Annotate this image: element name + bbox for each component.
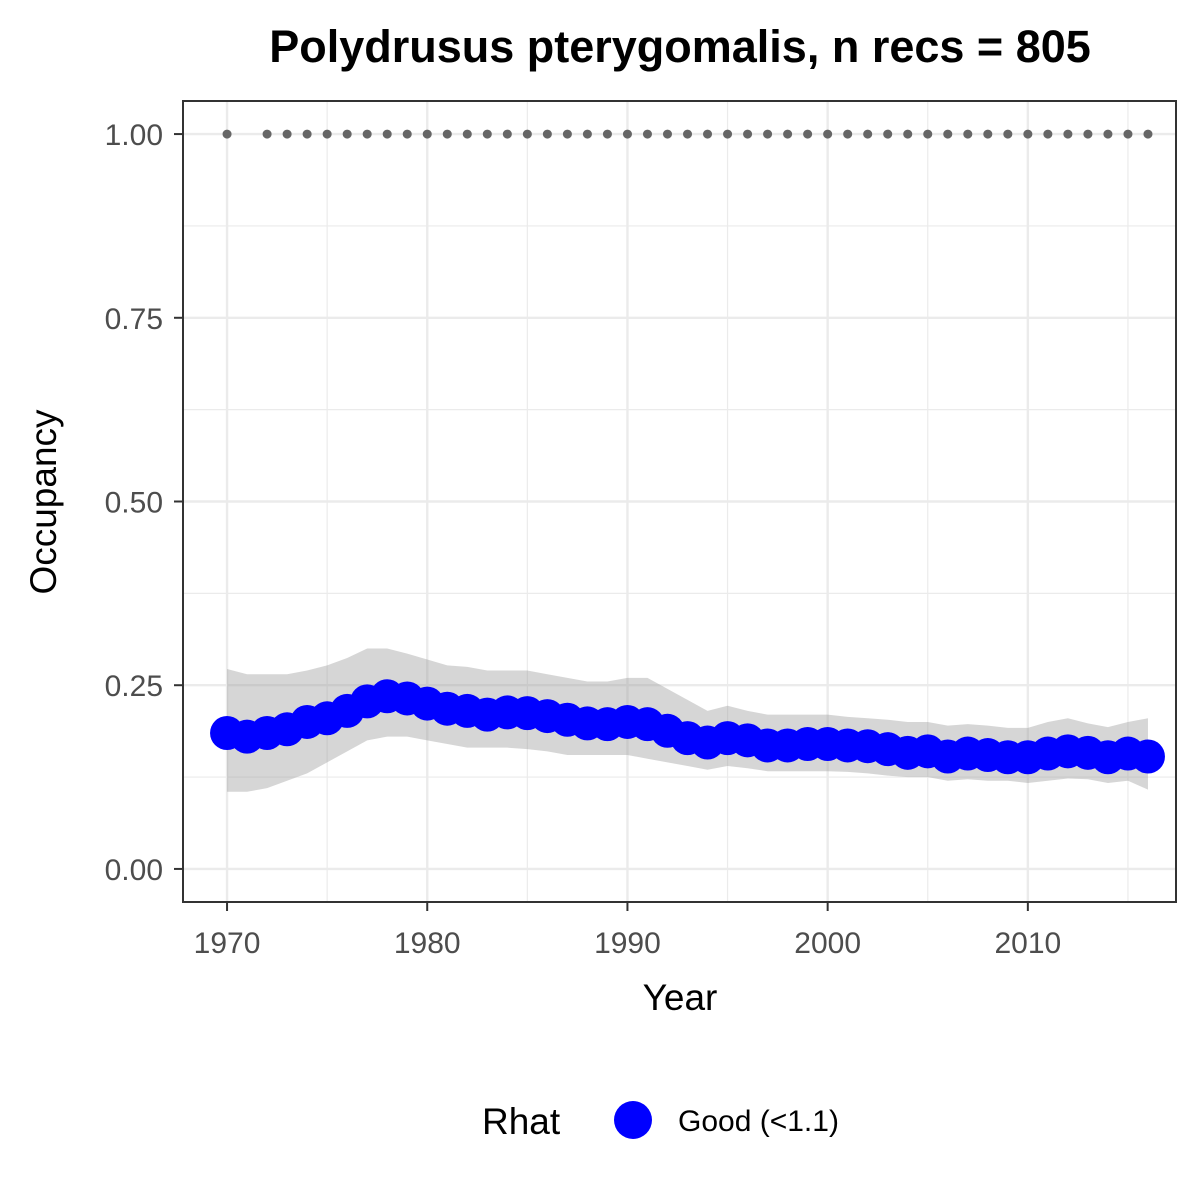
y-tick-label: 0.75 bbox=[105, 303, 163, 336]
record-point bbox=[903, 129, 913, 139]
record-point bbox=[703, 129, 713, 139]
record-point bbox=[602, 129, 612, 139]
record-point bbox=[783, 129, 793, 139]
record-point bbox=[362, 129, 372, 139]
x-tick-label: 1970 bbox=[194, 927, 261, 960]
record-point bbox=[562, 129, 572, 139]
record-point bbox=[442, 129, 452, 139]
record-point bbox=[402, 129, 412, 139]
record-point bbox=[763, 129, 773, 139]
y-axis: 0.00 0.25 0.50 0.75 1.00 bbox=[105, 119, 183, 887]
legend-label-good: Good (<1.1) bbox=[678, 1105, 839, 1138]
record-point bbox=[582, 129, 592, 139]
record-point bbox=[1123, 129, 1133, 139]
legend: Rhat Good (<1.1) bbox=[482, 1101, 839, 1142]
record-point bbox=[662, 129, 672, 139]
record-point bbox=[482, 129, 492, 139]
y-axis-title: Occupancy bbox=[23, 409, 64, 595]
record-point bbox=[1103, 129, 1113, 139]
record-point bbox=[282, 129, 292, 139]
record-point bbox=[1143, 129, 1153, 139]
x-tick-label: 2000 bbox=[794, 927, 861, 960]
x-axis: 1970 1980 1990 2000 2010 bbox=[194, 902, 1061, 960]
y-tick-label: 0.00 bbox=[105, 854, 163, 887]
record-point bbox=[1003, 129, 1013, 139]
record-point bbox=[422, 129, 432, 139]
record-point bbox=[883, 129, 893, 139]
record-point bbox=[542, 129, 552, 139]
y-tick-label: 1.00 bbox=[105, 119, 163, 152]
record-point bbox=[222, 129, 232, 139]
record-point bbox=[642, 129, 652, 139]
record-point bbox=[983, 129, 993, 139]
x-tick-label: 1980 bbox=[394, 927, 461, 960]
legend-title: Rhat bbox=[482, 1101, 561, 1142]
record-points bbox=[222, 129, 1153, 139]
record-point bbox=[803, 129, 813, 139]
record-point bbox=[1063, 129, 1073, 139]
legend-key-good bbox=[614, 1101, 652, 1139]
record-point bbox=[743, 129, 753, 139]
record-point bbox=[382, 129, 392, 139]
record-point bbox=[963, 129, 973, 139]
x-axis-title: Year bbox=[643, 977, 718, 1018]
record-point bbox=[683, 129, 693, 139]
occupancy-point bbox=[1130, 739, 1165, 774]
record-point bbox=[843, 129, 853, 139]
record-point bbox=[1083, 129, 1093, 139]
record-point bbox=[322, 129, 332, 139]
x-tick-label: 1990 bbox=[594, 927, 661, 960]
record-point bbox=[302, 129, 312, 139]
record-point bbox=[462, 129, 472, 139]
occupancy-points bbox=[210, 679, 1165, 775]
record-point bbox=[1023, 129, 1033, 139]
record-point bbox=[923, 129, 933, 139]
record-point bbox=[342, 129, 352, 139]
record-point bbox=[863, 129, 873, 139]
y-tick-label: 0.25 bbox=[105, 670, 163, 703]
x-tick-label: 2010 bbox=[994, 927, 1061, 960]
record-point bbox=[823, 129, 833, 139]
y-tick-label: 0.50 bbox=[105, 487, 163, 520]
record-point bbox=[622, 129, 632, 139]
record-point bbox=[502, 129, 512, 139]
record-point bbox=[522, 129, 532, 139]
record-point bbox=[723, 129, 733, 139]
record-point bbox=[1043, 129, 1053, 139]
chart-title: Polydrusus pterygomalis, n recs = 805 bbox=[269, 21, 1091, 72]
record-point bbox=[262, 129, 272, 139]
record-point bbox=[943, 129, 953, 139]
